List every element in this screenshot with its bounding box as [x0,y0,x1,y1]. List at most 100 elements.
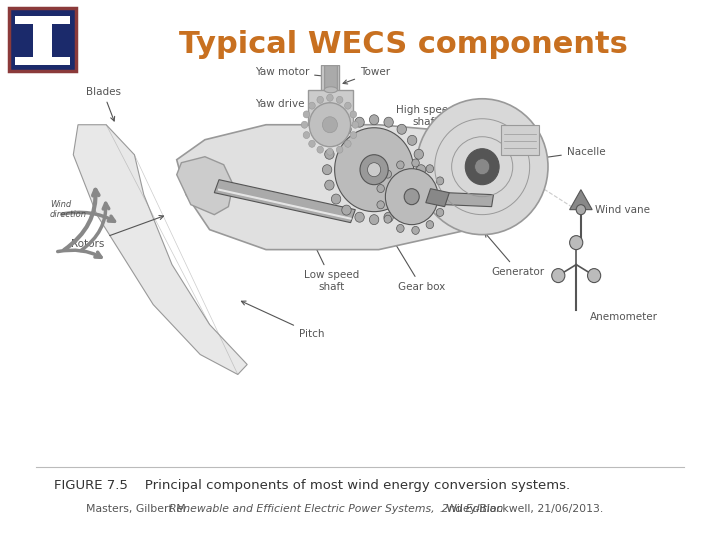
Circle shape [317,96,323,103]
Circle shape [342,124,351,134]
Circle shape [377,201,384,209]
Circle shape [325,149,334,159]
Circle shape [323,117,338,133]
Circle shape [412,159,419,167]
Ellipse shape [416,99,548,234]
Circle shape [426,221,433,228]
Circle shape [355,117,364,127]
Text: FIGURE 7.5    Principal components of most wind energy conversion systems.: FIGURE 7.5 Principal components of most … [54,480,570,492]
Circle shape [377,185,384,193]
Circle shape [301,122,308,128]
Text: Typical WECS components: Typical WECS components [179,30,628,59]
Text: Rotors: Rotors [71,215,163,248]
Text: Masters, Gilbert M.: Masters, Gilbert M. [86,504,193,514]
Circle shape [323,165,332,175]
Text: High speed
shaft: High speed shaft [397,105,464,196]
Circle shape [440,193,447,201]
FancyBboxPatch shape [33,23,52,57]
Polygon shape [324,65,338,90]
Circle shape [369,115,379,125]
Circle shape [352,122,359,128]
Circle shape [404,188,419,205]
Circle shape [331,194,341,204]
Circle shape [345,140,351,147]
Circle shape [552,268,565,282]
Circle shape [397,225,404,232]
Circle shape [570,235,582,249]
Circle shape [397,124,406,134]
Circle shape [317,146,323,153]
Circle shape [327,148,333,155]
Text: Blades: Blades [86,87,120,121]
Circle shape [331,136,341,145]
Circle shape [310,103,351,147]
Text: Controller: Controller [494,159,546,181]
Circle shape [436,177,444,185]
Ellipse shape [324,87,338,93]
Text: Yaw drive: Yaw drive [255,99,326,115]
Text: Yaw motor: Yaw motor [255,67,327,78]
Circle shape [309,102,315,109]
Circle shape [350,132,356,139]
Text: Renewable and Efficient Electric Power Systems,  2nd Edition: Renewable and Efficient Electric Power S… [169,504,503,514]
Circle shape [303,111,310,118]
Polygon shape [426,188,449,207]
Polygon shape [215,180,355,222]
FancyBboxPatch shape [15,57,70,65]
Circle shape [350,111,356,118]
Circle shape [576,205,585,215]
Circle shape [384,215,392,223]
Circle shape [426,165,433,173]
Circle shape [414,149,423,159]
Circle shape [465,148,499,185]
Circle shape [336,146,343,153]
Circle shape [474,159,490,175]
Bar [320,65,339,120]
Text: Gear box: Gear box [381,220,445,292]
Text: Brake: Brake [384,157,433,197]
Circle shape [360,154,388,185]
Circle shape [588,268,600,282]
Circle shape [408,136,417,145]
Text: Wind
direction: Wind direction [50,200,87,219]
Text: Generator: Generator [485,233,545,276]
Circle shape [342,205,351,215]
Circle shape [336,96,343,103]
Circle shape [367,163,381,177]
Text: Wind vane: Wind vane [595,205,650,215]
Polygon shape [176,157,233,215]
Polygon shape [73,125,247,375]
Circle shape [384,117,393,127]
Bar [501,125,539,155]
FancyBboxPatch shape [15,16,70,24]
Polygon shape [445,193,493,207]
Circle shape [355,212,364,222]
Circle shape [385,168,438,225]
Text: Nacelle: Nacelle [534,147,606,160]
Text: Anemometer: Anemometer [590,312,658,321]
Text: Pitch: Pitch [241,301,325,339]
Text: Tower: Tower [343,67,390,84]
Circle shape [303,132,310,139]
Polygon shape [570,190,592,210]
Circle shape [408,194,417,204]
Circle shape [369,215,379,225]
FancyBboxPatch shape [9,8,76,71]
Circle shape [384,170,392,178]
Circle shape [384,212,393,222]
Text: . Wiley-Blackwell, 21/06/2013.: . Wiley-Blackwell, 21/06/2013. [436,504,603,514]
Circle shape [335,128,413,212]
Circle shape [397,205,406,215]
Circle shape [309,140,315,147]
Circle shape [327,94,333,102]
Circle shape [414,180,423,190]
Circle shape [325,180,334,190]
Circle shape [397,161,404,169]
Bar [308,90,354,125]
Polygon shape [176,125,529,249]
Circle shape [345,102,351,109]
Text: Low speed
shaft: Low speed shaft [300,217,359,292]
Circle shape [416,165,426,175]
Circle shape [436,208,444,217]
Circle shape [412,226,419,234]
